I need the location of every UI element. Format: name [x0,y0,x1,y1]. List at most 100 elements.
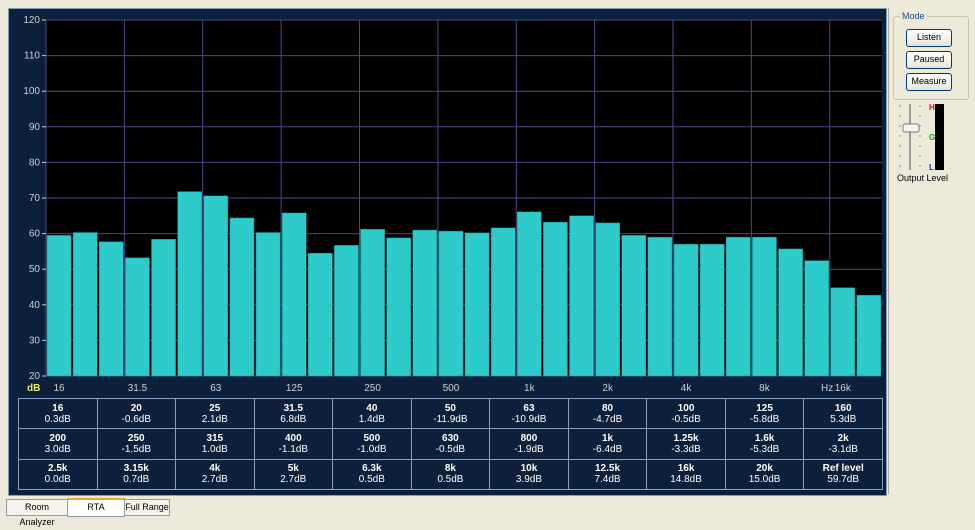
mode-legend: Mode [900,11,927,21]
bar [673,244,699,377]
bar [360,229,385,377]
table-row: 200 3.0dB 250 -1.5dB 315 1.0dB 400 -1.1dB 500 -1.… [18,428,883,460]
band-level: 0.0dB [44,474,71,486]
band-level: -1.0dB [357,443,387,455]
x-tick-label: 8k [759,383,771,394]
band-level: 3.9dB [515,474,543,486]
band-level: 7.4dB [594,474,621,486]
bar [464,232,490,377]
band-cell: 4k 2.7dB [175,458,255,491]
table-row: 2.5k 0.0dB 3.15k 0.7dB 4k 2.7dB 5k 2.7dB 6.3k 0.5… [18,458,883,491]
paused-button[interactable]: Paused [906,51,952,69]
band-level: -3.1dB [828,443,858,455]
x-tick-label: 125 [286,383,303,394]
bar [125,257,150,377]
band-frequency: 31.5 [283,402,304,414]
table-row: 16 0.3dB 20 -0.6dB 25 2.1dB 31.5 6.8dB 40 1.4dB 50… [18,397,883,430]
band-level: 2.7dB [201,474,228,486]
band-level: -4.7dB [592,413,623,425]
band-frequency: 20 [130,402,142,414]
band-frequency: 16k [677,463,695,475]
band-cell: 20 -0.6dB [96,397,177,430]
band-cell: 2.5k 0.0dB [18,458,98,491]
bar [99,241,124,377]
band-frequency: 4k [209,463,221,475]
band-level: 2.7dB [280,474,307,486]
band-cell: 12.5k 7.4dB [567,458,648,491]
bar [177,191,202,377]
band-cell: Ref level 59.7dB [803,458,883,491]
band-level: 14.8dB [670,474,702,486]
band-cell: 315 1.0dB [175,428,255,460]
band-cell: 20k 15.0dB [724,458,805,491]
band-cell: 16 0.3dB [18,397,98,430]
band-frequency: 400 [284,432,302,444]
band-frequency: 315 [206,432,224,444]
y-tick-label: 30 [29,335,41,346]
band-cell: 16k 14.8dB [646,458,726,491]
band-frequency: 20k [756,463,773,475]
band-cell: 50 -11.9dB [410,397,491,430]
band-cell: 630 -0.5dB [410,428,491,460]
bar [412,229,438,377]
band-cell: 2k -3.1dB [803,428,883,460]
x-tick-label: 4k [681,383,693,394]
band-frequency: 12.5k [595,463,621,475]
tab-full-range[interactable]: Full Range [124,499,170,516]
band-cell: 500 -1.0dB [332,428,412,460]
bar [699,244,725,377]
band-level: 2.1dB [201,413,228,425]
x-tick-label: 31.5 [128,383,148,394]
band-frequency: 160 [834,402,852,414]
band-level: -0.6dB [121,413,151,425]
bar [647,236,673,377]
band-frequency: 2k [837,432,849,444]
band-frequency: 1k [601,432,614,444]
x-tick-label: 16 [54,383,66,394]
listen-button[interactable]: Listen [906,29,952,47]
bar [830,287,856,377]
band-level: 3.0dB [44,443,71,455]
band-frequency: Ref level [822,463,864,475]
y-tick-label: 70 [29,193,41,204]
band-cell: 31.5 6.8dB [253,397,334,430]
band-cell: 3.15k 0.7dB [96,458,177,491]
band-level: 0.7dB [123,474,150,486]
band-level: -5.3dB [749,443,780,455]
y-tick-label: 20 [29,371,41,382]
y-tick-label: 120 [23,15,40,26]
band-cell: 125 -5.8dB [724,397,805,430]
band-frequency: 100 [677,402,695,414]
y-tick-label: 60 [29,229,41,240]
x-tick-label: 500 [443,383,460,394]
band-level: 15.0dB [748,474,781,486]
y-tick-label: 80 [29,157,41,168]
bar [386,237,411,377]
band-frequency: 800 [520,432,538,444]
measure-button[interactable]: Measure [906,73,952,91]
bar [804,260,829,377]
meter-high-label: H [929,103,935,112]
band-level: 59.7dB [827,474,860,486]
band-cell: 1.25k -3.3dB [646,428,726,460]
band-level: -1.9dB [514,443,544,455]
band-level: -3.3dB [671,443,701,455]
band-cell: 63 -10.9dB [489,397,569,430]
band-frequency: 250 [127,432,145,444]
rta-chart: 20 30 40 50 60 70 80 90 100 110 120 dB 16 31.5 63 125 25… [23,15,882,394]
band-cell: 25 2.1dB [175,397,255,430]
band-cell: 100 -0.5dB [646,397,726,430]
tab-rta[interactable]: RTA [67,498,125,517]
band-level: 1.4dB [358,413,385,425]
level-slider-thumb[interactable] [902,123,920,133]
band-level: 0.5dB [358,474,385,486]
band-cell: 250 -1.5dB [96,428,177,460]
bar [72,232,98,377]
tab-room-analyzer[interactable]: Room Analyzer [6,499,68,527]
band-frequency: 200 [49,432,67,444]
band-frequency: 500 [363,432,381,444]
band-frequency: 6.3k [362,463,382,475]
meter-low-label: L [929,163,934,172]
band-level: 5.3dB [830,413,857,425]
band-frequency: 63 [523,402,535,414]
